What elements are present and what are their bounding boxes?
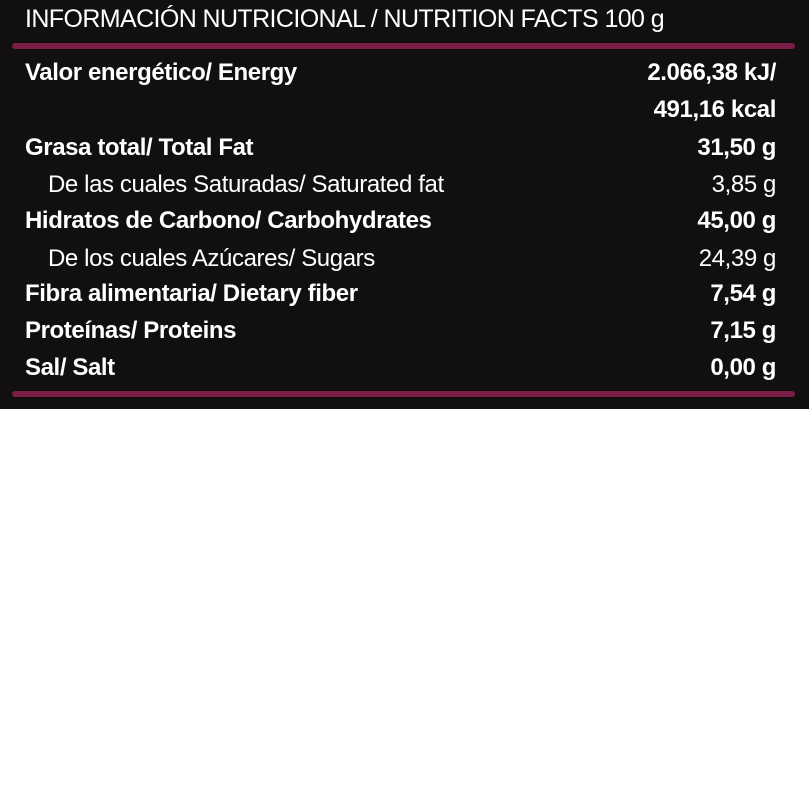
row-sugars: De los cuales Azúcares/ Sugars 24,39 g [48, 242, 776, 276]
table-title: INFORMACIÓN NUTRICIONAL / NUTRITION FACT… [25, 5, 665, 33]
row-value: 2.066,38 kJ/ [647, 59, 776, 86]
row-saturated-fat: De las cuales Saturadas/ Saturated fat 3… [48, 168, 776, 202]
row-label: Hidratos de Carbono/ Carbohydrates [25, 207, 432, 234]
row-value: 491,16 kcal [653, 96, 777, 123]
nutrition-facts-panel: INFORMACIÓN NUTRICIONAL / NUTRITION FACT… [0, 0, 809, 409]
row-value: 0,00 g [710, 354, 776, 381]
top-divider [12, 43, 795, 49]
bottom-divider [12, 391, 795, 397]
row-label: Grasa total/ Total Fat [25, 134, 254, 161]
row-energy-kcal: 491,16 kcal [25, 93, 777, 127]
row-energy-kj: Valor energético/ Energy 2.066,38 kJ/ [25, 56, 776, 90]
row-value: 7,15 g [710, 317, 776, 344]
row-value: 24,39 g [698, 245, 777, 272]
row-label: Sal/ Salt [25, 354, 115, 381]
row-total-fat: Grasa total/ Total Fat 31,50 g [25, 131, 776, 165]
row-label: Fibra alimentaria/ Dietary fiber [25, 280, 358, 307]
row-label: Proteínas/ Proteins [25, 317, 237, 344]
row-label: Valor energético/ Energy [25, 59, 297, 86]
row-dietary-fiber: Fibra alimentaria/ Dietary fiber 7,54 g [25, 277, 776, 311]
row-value: 3,85 g [711, 171, 777, 198]
row-carbohydrates: Hidratos de Carbono/ Carbohydrates 45,00… [25, 204, 776, 238]
row-proteins: Proteínas/ Proteins 7,15 g [25, 314, 776, 348]
row-label: De los cuales Azúcares/ Sugars [48, 245, 375, 272]
row-salt: Sal/ Salt 0,00 g [25, 351, 776, 385]
row-label: De las cuales Saturadas/ Saturated fat [48, 171, 444, 198]
row-value: 31,50 g [697, 134, 776, 161]
row-value: 45,00 g [697, 207, 776, 234]
row-value: 7,54 g [710, 280, 776, 307]
